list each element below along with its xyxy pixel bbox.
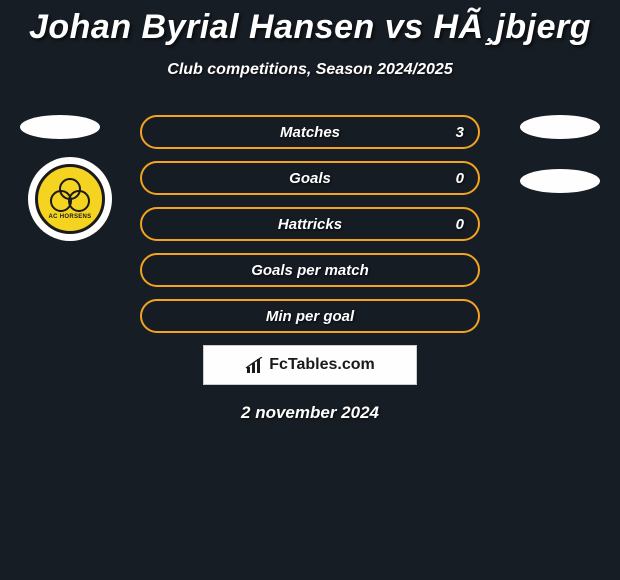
stat-value: 0 (456, 170, 464, 187)
stat-row-goals: Goals 0 (140, 161, 480, 195)
player-right-placeholder-2 (520, 169, 600, 193)
player-right-placeholder-1 (520, 115, 600, 139)
brand-text: FcTables.com (269, 356, 375, 374)
stat-value: 0 (456, 216, 464, 233)
stat-label: Hattricks (278, 216, 342, 233)
club-name: AC HORSENS (48, 214, 91, 220)
stats-area: AC HORSENS Matches 3 Goals 0 Hattricks 0… (0, 115, 620, 423)
brand-box: FcTables.com (203, 345, 417, 385)
page-title: Johan Byrial Hansen vs HÃ¸jbjerg (0, 0, 620, 47)
page-subtitle: Club competitions, Season 2024/2025 (0, 61, 620, 79)
stat-label: Goals (289, 170, 331, 187)
stat-row-min-per-goal: Min per goal (140, 299, 480, 333)
stat-value: 3 (456, 124, 464, 141)
player-left-placeholder-1 (20, 115, 100, 139)
club-badge-inner: AC HORSENS (35, 164, 105, 234)
brand-logo: FcTables.com (245, 356, 375, 374)
stat-label: Min per goal (266, 308, 354, 325)
stat-rows: Matches 3 Goals 0 Hattricks 0 Goals per … (140, 115, 480, 333)
footer-date: 2 november 2024 (0, 403, 620, 423)
stat-row-goals-per-match: Goals per match (140, 253, 480, 287)
club-badge: AC HORSENS (28, 157, 112, 241)
stat-label: Matches (280, 124, 340, 141)
stat-row-matches: Matches 3 (140, 115, 480, 149)
bar-chart-icon (245, 357, 265, 373)
stat-label: Goals per match (251, 262, 369, 279)
stat-row-hattricks: Hattricks 0 (140, 207, 480, 241)
club-rings-icon (50, 178, 90, 212)
